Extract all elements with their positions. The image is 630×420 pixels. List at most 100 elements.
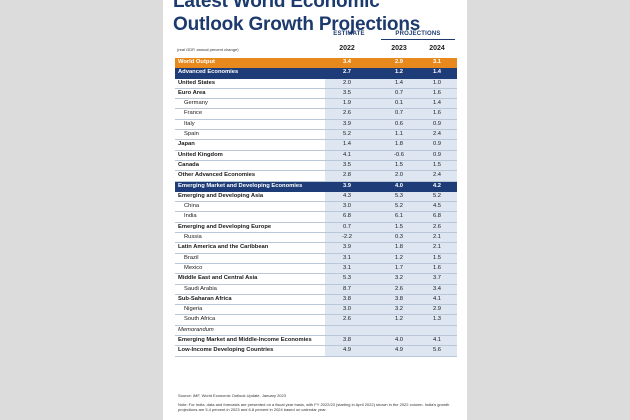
row-shade xyxy=(325,88,457,99)
row-value-2024: 3.1 xyxy=(432,59,442,65)
row-value-2024: 1.5 xyxy=(432,161,442,168)
row-value-2022: 3.9 xyxy=(342,182,352,189)
row-value-2024: 2.4 xyxy=(432,131,442,138)
row-value-2023: 1.8 xyxy=(394,244,404,251)
row-value-2023: 3.8 xyxy=(394,295,404,302)
estimate-header: ESTIMATE xyxy=(333,31,365,37)
table-row: Memorandum xyxy=(175,325,457,337)
row-value-2022: 3.8 xyxy=(342,337,352,344)
row-value-2022: 4.9 xyxy=(342,347,352,354)
table-row: Japan 1.4 1.8 0.9 xyxy=(175,140,457,151)
row-value-2022: 3.1 xyxy=(342,254,352,261)
row-value-2023: 0.6 xyxy=(394,120,404,127)
row-value-2024: 1.6 xyxy=(432,110,442,117)
table-row: Nigeria 3.0 3.2 2.9 xyxy=(175,305,457,316)
row-value-2023: 0.7 xyxy=(394,89,404,96)
table-row: Russia -2.2 0.3 2.1 xyxy=(175,233,457,244)
row-shade xyxy=(325,191,457,202)
row-label: Brazil xyxy=(184,254,199,261)
table-row: Emerging Market and Middle-Income Econom… xyxy=(175,336,457,347)
row-value-2023: 0.7 xyxy=(394,110,404,117)
row-shade xyxy=(325,222,457,233)
year-2024-header: 2024 xyxy=(429,45,445,52)
projections-header: PROJECTIONS xyxy=(381,31,455,40)
row-value-2023: 4.0 xyxy=(394,182,404,189)
row-shade xyxy=(325,253,457,263)
row-label: Canada xyxy=(178,161,199,168)
row-label: Latin America and the Caribbean xyxy=(178,244,269,251)
row-label: Russia xyxy=(184,234,202,241)
row-label: Sub-Saharan Africa xyxy=(178,295,232,302)
row-value-2024: 1.3 xyxy=(432,316,442,323)
table-row: Canada 3.5 1.5 1.5 xyxy=(175,160,457,172)
row-value-2024: 0.9 xyxy=(432,141,442,148)
row-value-2023: 1.2 xyxy=(394,254,404,261)
row-value-2022: 4.3 xyxy=(342,192,352,199)
row-value-2024: 4.2 xyxy=(432,182,442,189)
row-value-2023: 3.2 xyxy=(394,306,404,313)
table-row: India 6.8 6.1 6.8 xyxy=(175,212,457,223)
row-value-2024: 5.6 xyxy=(432,347,442,354)
row-value-2024: 1.6 xyxy=(432,264,442,271)
table-row: Germany 1.9 0.1 1.4 xyxy=(175,99,457,110)
row-value-2023: 1.1 xyxy=(394,131,404,138)
table-row: United Kingdom 4.1 -0.6 0.9 xyxy=(175,150,457,161)
row-value-2022: 2.6 xyxy=(342,110,352,117)
row-shade xyxy=(325,346,457,356)
row-label: Memorandum xyxy=(178,326,214,333)
row-value-2022: 2.8 xyxy=(342,172,352,179)
row-value-2022: 3.5 xyxy=(342,89,352,96)
row-value-2024: 1.4 xyxy=(432,100,442,107)
row-shade xyxy=(325,263,457,274)
row-label: China xyxy=(184,203,200,210)
table-row: Saudi Arabia 8.7 2.6 3.4 xyxy=(175,284,457,295)
row-label: World Output xyxy=(178,59,215,65)
table-row: South Africa 2.6 1.2 1.3 xyxy=(175,315,457,326)
row-shade xyxy=(325,325,457,336)
table-row: World Output 3.4 2.9 3.1 xyxy=(175,58,457,69)
row-value-2024: 5.2 xyxy=(432,192,442,199)
row-value-2024: 1.4 xyxy=(432,69,442,76)
year-2022-header: 2022 xyxy=(339,45,355,52)
table-row: Euro Area 3.5 0.7 1.6 xyxy=(175,88,457,100)
row-label: Saudi Arabia xyxy=(184,285,217,292)
row-label: France xyxy=(184,110,203,117)
table-row: Emerging Market and Developing Economies… xyxy=(175,181,457,192)
row-value-2022: 3.1 xyxy=(342,264,352,271)
source-note: Source: IMF, World Economic Outlook Upda… xyxy=(178,393,286,398)
row-value-2023: 5.3 xyxy=(394,192,404,199)
row-value-2022: 2.0 xyxy=(342,79,352,86)
row-value-2024: 1.5 xyxy=(432,254,442,261)
row-value-2022: 2.7 xyxy=(342,69,352,76)
row-value-2022: 3.4 xyxy=(342,59,352,65)
row-shade xyxy=(325,160,457,171)
row-value-2022: 3.0 xyxy=(342,203,352,210)
row-value-2023: 5.2 xyxy=(394,203,404,210)
table-row: Spain 5.2 1.1 2.4 xyxy=(175,130,457,141)
row-value-2023: 0.1 xyxy=(394,100,404,107)
table-row: Emerging and Developing Europe 0.7 1.5 2.6 xyxy=(175,222,457,234)
row-value-2024: 0.9 xyxy=(432,120,442,127)
row-value-2023: 2.6 xyxy=(394,285,404,292)
table-row: Sub-Saharan Africa 3.8 3.8 4.1 xyxy=(175,294,457,306)
row-value-2024: 1.0 xyxy=(432,79,442,86)
table-row: Middle East and Central Asia 5.3 3.2 3.7 xyxy=(175,274,457,285)
row-shade xyxy=(325,284,457,294)
row-value-2022: 3.8 xyxy=(342,295,352,302)
row-value-2024: 4.1 xyxy=(432,295,442,302)
row-label: Advanced Economies xyxy=(178,69,239,76)
row-label: United States xyxy=(178,79,216,86)
row-value-2023: 1.8 xyxy=(394,141,404,148)
row-shade xyxy=(325,305,457,315)
table-row: China 3.0 5.2 4.5 xyxy=(175,202,457,213)
row-label: United Kingdom xyxy=(178,151,223,158)
row-shade xyxy=(325,212,457,222)
row-shade xyxy=(325,202,457,212)
row-value-2022: 1.9 xyxy=(342,100,352,107)
row-label: Mexico xyxy=(184,264,203,271)
table-row: Other Advanced Economies 2.8 2.0 2.4 xyxy=(175,171,457,182)
row-value-2024: 2.1 xyxy=(432,234,442,241)
row-value-2024: 1.6 xyxy=(432,89,442,96)
infographic-sheet: Latest World Economic Outlook Growth Pro… xyxy=(163,0,467,420)
footnote: Note: For India, data and forecasts are … xyxy=(178,402,450,412)
